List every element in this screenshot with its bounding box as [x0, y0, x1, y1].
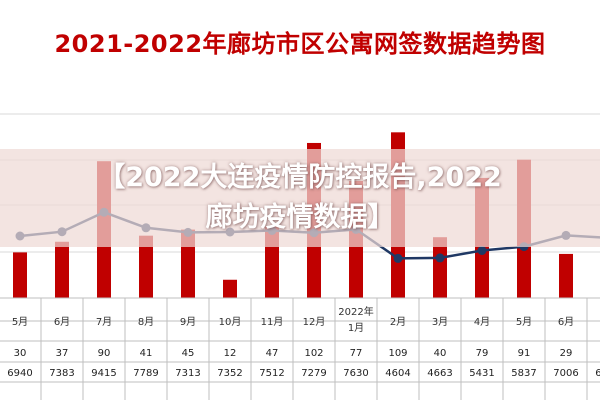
bar	[55, 241, 69, 298]
line-value-label: 7352	[217, 368, 242, 379]
x-tick-label: 10月	[219, 316, 242, 328]
line-value-label: 5837	[511, 368, 536, 379]
bar	[433, 237, 447, 298]
bar-value-label: 37	[56, 348, 69, 359]
x-tick-label: 9月	[180, 316, 196, 328]
x-tick-label: 8月	[138, 316, 154, 328]
x-tick-label: 6月	[54, 316, 70, 328]
line-value-label: 6940	[7, 368, 32, 379]
bar	[139, 235, 153, 298]
bar	[223, 279, 237, 298]
chart-title: 2021-2022年廊坊市区公寓网签数据趋势图	[54, 30, 546, 58]
line-value-label: 7383	[49, 368, 74, 379]
headline-banner	[0, 149, 600, 247]
line-value-label: 7512	[259, 368, 284, 379]
x-tick-label: 1月	[348, 322, 364, 334]
bar-value-label: 12	[224, 348, 237, 359]
line-value-label: 7313	[175, 368, 200, 379]
x-tick-label: 2022年	[338, 305, 373, 318]
bar-value-label: 102	[304, 348, 323, 359]
bar-value-label: 90	[98, 348, 111, 359]
x-tick-label: 7月	[96, 316, 112, 328]
line-value-label: 4604	[385, 368, 410, 379]
bar-value-label: 30	[14, 348, 27, 359]
bar-value-label: 77	[350, 348, 363, 359]
line-value-label: 9415	[91, 368, 116, 379]
x-tick-label: 11月	[261, 316, 284, 328]
x-tick-label: 2月	[390, 316, 406, 328]
bar	[13, 252, 27, 298]
bar-value-label: 91	[518, 348, 531, 359]
bar-value-label: 45	[182, 348, 195, 359]
bar-value-label: 79	[476, 348, 489, 359]
bar-value-label: 41	[140, 348, 153, 359]
line-value-label: 7279	[301, 368, 326, 379]
line-point	[477, 246, 487, 255]
x-tick-label: 5月	[12, 316, 28, 328]
x-tick-label: 3月	[432, 316, 448, 328]
line-point	[435, 253, 445, 263]
line-value-label: 7789	[133, 368, 158, 379]
x-tick-label: 6月	[558, 316, 574, 328]
line-point	[393, 253, 403, 263]
x-tick-label: 12月	[303, 316, 326, 328]
bar	[559, 253, 573, 298]
bar-value-label: 47	[266, 348, 279, 359]
x-tick-label: 4月	[474, 316, 490, 328]
bar-value-label: 109	[388, 348, 407, 359]
bar-value-label: 29	[560, 348, 573, 359]
line-value-label: 6745	[595, 368, 600, 379]
bar-value-label: 40	[434, 348, 447, 359]
line-value-label: 7630	[343, 368, 368, 379]
x-tick-label: 5月	[516, 316, 532, 328]
headline-text: 【2022大连疫情防控报告,2022 廊坊疫情数据】	[98, 162, 502, 233]
line-value-label: 4663	[427, 368, 452, 379]
line-value-label: 5431	[469, 368, 494, 379]
data-table: 5月 30 6940 6月 37 7383 7月 90 9415 8月 41 7789 9月 45 7313…	[0, 297, 600, 400]
line-value-label: 7006	[553, 368, 578, 379]
